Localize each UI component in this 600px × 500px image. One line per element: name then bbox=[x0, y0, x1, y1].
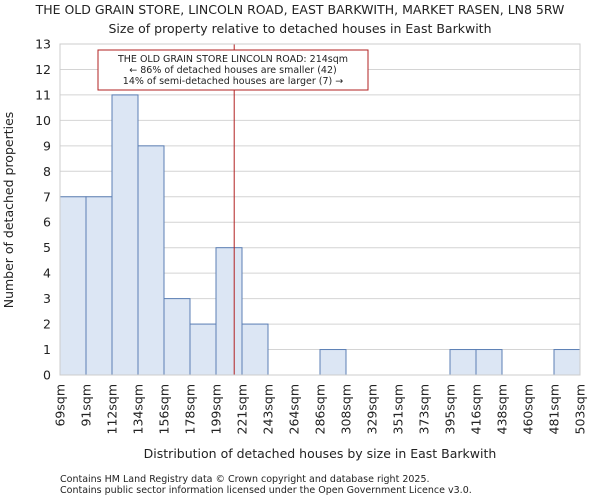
x-tick-label: 91sqm bbox=[79, 384, 94, 427]
bars bbox=[59, 94, 581, 376]
x-tick-label: 264sqm bbox=[287, 384, 302, 434]
y-tick-label: 1 bbox=[43, 342, 51, 357]
chart-title-line2: Size of property relative to detached ho… bbox=[109, 21, 492, 36]
footer-line1: Contains HM Land Registry data © Crown c… bbox=[60, 474, 430, 485]
x-tick-label: 112sqm bbox=[105, 384, 120, 434]
y-tick-label: 6 bbox=[43, 215, 51, 230]
x-tick-label: 351sqm bbox=[391, 384, 406, 434]
x-tick-label: 416sqm bbox=[469, 384, 484, 434]
annotation-border bbox=[97, 49, 369, 91]
x-tick-label: 243sqm bbox=[261, 384, 276, 434]
x-tick-label: 134sqm bbox=[131, 384, 146, 434]
x-tick-label: 308sqm bbox=[339, 384, 354, 434]
annotation-line3: 14% of semi-detached houses are larger (… bbox=[123, 76, 343, 87]
x-axis-label: Distribution of detached houses by size … bbox=[144, 446, 497, 461]
x-tick-label: 503sqm bbox=[573, 384, 588, 434]
y-tick-label: 7 bbox=[43, 189, 51, 204]
x-tick-label: 286sqm bbox=[313, 384, 328, 434]
y-tick-label: 10 bbox=[35, 113, 51, 128]
bar bbox=[59, 196, 87, 376]
y-tick-label: 9 bbox=[43, 138, 51, 153]
annotation-line2: ← 86% of detached houses are smaller (42… bbox=[129, 65, 336, 76]
x-tick-label: 481sqm bbox=[547, 384, 562, 434]
bar bbox=[449, 349, 477, 376]
y-tick-label: 4 bbox=[43, 266, 51, 281]
chart-title-line1: THE OLD GRAIN STORE, LINCOLN ROAD, EAST … bbox=[35, 2, 565, 17]
footer-line2: Contains public sector information licen… bbox=[60, 485, 472, 496]
y-tick-label: 0 bbox=[43, 368, 51, 383]
bar bbox=[241, 323, 269, 376]
bar bbox=[163, 298, 191, 376]
x-tick-label: 438sqm bbox=[495, 384, 510, 434]
x-tick-labels: 69sqm 91sqm 112sqm 134sqm 156sqm 178sqm 199sqm… bbox=[53, 384, 588, 434]
x-tick-label: 460sqm bbox=[521, 384, 536, 434]
bar bbox=[215, 247, 243, 376]
plot-frame bbox=[59, 43, 581, 376]
annotation-line1: THE OLD GRAIN STORE LINCOLN ROAD: 214sqm bbox=[117, 54, 348, 65]
y-tick-label: 5 bbox=[43, 240, 51, 255]
annotation-box: THE OLD GRAIN STORE LINCOLN ROAD: 214sqm… bbox=[97, 49, 369, 91]
x-tick-label: 373sqm bbox=[417, 384, 432, 434]
y-tick-label: 8 bbox=[43, 164, 51, 179]
bar bbox=[475, 349, 503, 376]
y-tick-label: 12 bbox=[35, 62, 51, 77]
x-tick-label: 395sqm bbox=[443, 384, 458, 434]
y-tick-label: 13 bbox=[35, 37, 51, 52]
bar bbox=[137, 145, 165, 376]
x-tick-label: 329sqm bbox=[365, 384, 380, 434]
x-tick-label: 221sqm bbox=[235, 384, 250, 434]
x-tick-label: 156sqm bbox=[157, 384, 172, 434]
x-tick-label: 199sqm bbox=[209, 384, 224, 434]
bar bbox=[553, 349, 581, 376]
y-tick-label: 2 bbox=[43, 317, 51, 332]
y-tick-label: 11 bbox=[35, 87, 51, 102]
x-tick-label: 69sqm bbox=[53, 384, 68, 427]
bar bbox=[111, 94, 139, 376]
bar bbox=[319, 349, 347, 376]
bar bbox=[189, 323, 217, 376]
bar bbox=[85, 196, 113, 376]
x-tick-label: 178sqm bbox=[183, 384, 198, 434]
y-tick-label: 3 bbox=[43, 291, 51, 306]
y-axis-label: Number of detached properties bbox=[1, 112, 16, 309]
